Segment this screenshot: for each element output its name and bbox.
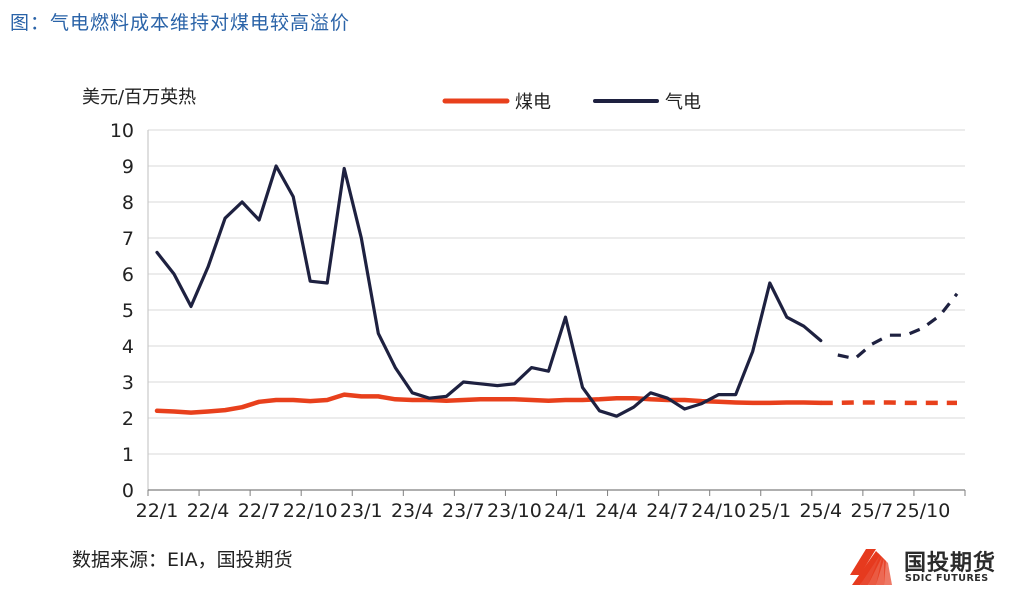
x-tick-label-23-4: 23/4 bbox=[391, 500, 434, 522]
legend-label-coal: 煤电 bbox=[515, 92, 551, 113]
x-tick-label-25-10: 25/10 bbox=[896, 500, 951, 522]
x-tick-label-22-4: 22/4 bbox=[187, 500, 230, 522]
y-tick-label-9: 9 bbox=[122, 156, 134, 178]
x-tick-label-24-10: 24/10 bbox=[691, 500, 746, 522]
x-axis: 22/1 22/4 22/7 22/10 23/1 23/4 23/7 23/10 24/1 24… bbox=[136, 489, 966, 522]
logo-english-name: SDIC FUTURES bbox=[905, 573, 989, 584]
y-tick-label-0: 0 bbox=[122, 480, 134, 502]
x-tick-label-25-4: 25/4 bbox=[799, 500, 842, 522]
x-tick-label-25-1: 25/1 bbox=[748, 500, 791, 522]
x-tick-label-24-7: 24/7 bbox=[646, 500, 689, 522]
x-tick-label-24-1: 24/1 bbox=[544, 500, 587, 522]
logo-stripe bbox=[852, 551, 880, 585]
logo-stripe bbox=[860, 553, 882, 585]
x-tick-label-23-10: 23/10 bbox=[487, 500, 542, 522]
y-tick-label-8: 8 bbox=[122, 192, 134, 214]
y-tick-label-2: 2 bbox=[122, 408, 134, 430]
logo-stripe bbox=[884, 559, 892, 585]
series-line-coal bbox=[154, 392, 824, 415]
legend: 煤电 气电 bbox=[442, 92, 701, 113]
y-tick-label-3: 3 bbox=[122, 372, 134, 394]
sdic-logo-mark-icon bbox=[850, 549, 892, 585]
sdic-logo: 国投期货 SDIC FUTURES bbox=[846, 543, 1016, 591]
logo-stripe bbox=[876, 557, 886, 585]
logo-chinese-name: 国投期货 bbox=[904, 551, 997, 576]
y-tick-label-4: 4 bbox=[122, 336, 134, 358]
y-axis-unit-label: 美元/百万英热 bbox=[82, 87, 196, 108]
x-tick-label-23-7: 23/7 bbox=[442, 500, 485, 522]
x-tick-label-22-1: 22/1 bbox=[136, 500, 179, 522]
y-tick-label-1: 1 bbox=[122, 444, 134, 466]
logo-stripe bbox=[868, 555, 884, 585]
x-tick-label-23-1: 23/1 bbox=[340, 500, 383, 522]
x-tick-label-22-7: 22/7 bbox=[238, 500, 281, 522]
x-tick-label-24-4: 24/4 bbox=[595, 500, 638, 522]
y-tick-label-6: 6 bbox=[122, 264, 134, 286]
series-lines bbox=[154, 164, 959, 418]
source-note: 数据来源：EIA，国投期货 bbox=[72, 549, 293, 571]
series-line-gas bbox=[155, 164, 823, 418]
y-axis: 0 1 2 3 4 5 6 7 8 9 10 bbox=[110, 120, 149, 502]
y-tick-label-7: 7 bbox=[122, 228, 134, 250]
x-tick-label-25-7: 25/7 bbox=[851, 500, 894, 522]
series-forecast-line-gas bbox=[837, 292, 959, 361]
x-tick-label-22-10: 22/10 bbox=[283, 500, 338, 522]
y-tick-label-5: 5 bbox=[122, 300, 134, 322]
legend-label-gas: 气电 bbox=[665, 92, 701, 113]
figure-title: 图：气电燃料成本维持对煤电较高溢价 bbox=[10, 12, 351, 34]
logo-stripe bbox=[850, 549, 876, 575]
y-tick-label-10: 10 bbox=[110, 120, 134, 142]
